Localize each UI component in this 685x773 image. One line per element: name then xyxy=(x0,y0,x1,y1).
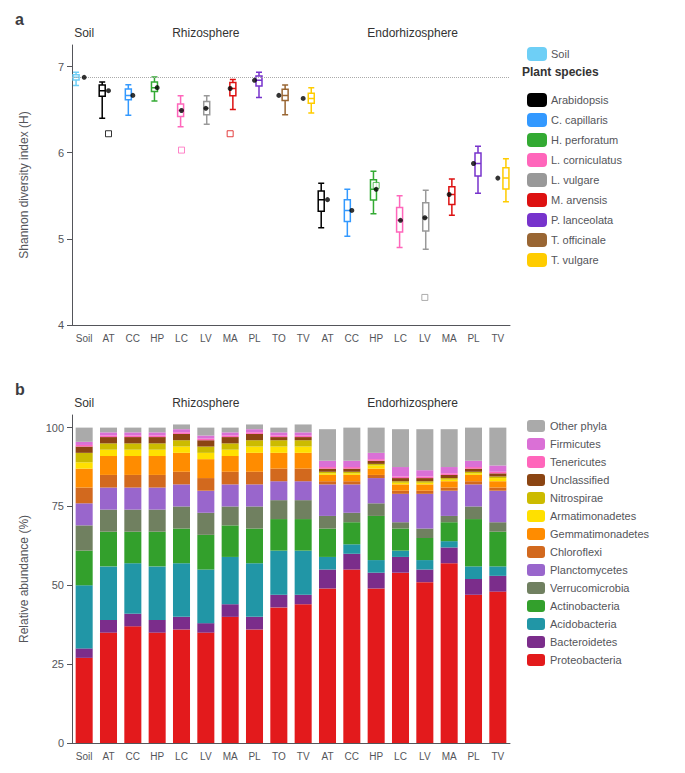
svg-text:L. vulgare: L. vulgare xyxy=(551,174,599,186)
svg-text:CC: CC xyxy=(126,333,140,344)
svg-text:TV: TV xyxy=(491,333,504,344)
svg-text:LC: LC xyxy=(175,333,188,344)
svg-text:HP: HP xyxy=(369,751,383,762)
svg-text:Planctomycetes: Planctomycetes xyxy=(550,564,628,576)
svg-text:TV: TV xyxy=(297,333,310,344)
svg-text:Shannon diversity index (H): Shannon diversity index (H) xyxy=(17,111,31,258)
svg-text:MA: MA xyxy=(223,751,238,762)
svg-text:LC: LC xyxy=(175,751,188,762)
svg-text:TO: TO xyxy=(272,751,286,762)
svg-text:AT: AT xyxy=(321,751,333,762)
svg-text:LV: LV xyxy=(419,333,431,344)
svg-text:Relative abundance (%): Relative abundance (%) xyxy=(17,515,31,643)
svg-text:H. perforatum: H. perforatum xyxy=(551,134,618,146)
svg-text:CC: CC xyxy=(345,333,359,344)
svg-text:Plant species: Plant species xyxy=(522,65,599,79)
svg-text:LV: LV xyxy=(419,751,431,762)
svg-text:AT: AT xyxy=(102,333,114,344)
svg-text:0: 0 xyxy=(58,737,64,749)
svg-text:AT: AT xyxy=(102,751,114,762)
svg-text:LV: LV xyxy=(200,751,212,762)
svg-text:Actinobacteria: Actinobacteria xyxy=(550,600,621,612)
svg-text:MA: MA xyxy=(223,333,238,344)
svg-text:b: b xyxy=(15,381,25,398)
svg-text:HP: HP xyxy=(150,333,164,344)
svg-text:6: 6 xyxy=(58,147,64,159)
svg-text:Soil: Soil xyxy=(74,396,94,410)
svg-text:PL: PL xyxy=(467,751,480,762)
svg-text:PL: PL xyxy=(467,333,480,344)
svg-text:P. lanceolata: P. lanceolata xyxy=(551,214,614,226)
svg-text:7: 7 xyxy=(58,61,64,73)
svg-text:Tenericutes: Tenericutes xyxy=(550,456,607,468)
svg-text:T. vulgare: T. vulgare xyxy=(551,254,599,266)
svg-text:Soil: Soil xyxy=(74,26,94,40)
svg-text:PL: PL xyxy=(248,751,261,762)
svg-text:Chloroflexi: Chloroflexi xyxy=(550,546,602,558)
svg-text:CC: CC xyxy=(126,751,140,762)
svg-text:Armatimonadetes: Armatimonadetes xyxy=(550,510,637,522)
svg-text:TO: TO xyxy=(272,333,286,344)
svg-text:Rhizosphere: Rhizosphere xyxy=(172,396,240,410)
svg-text:Nitrospirae: Nitrospirae xyxy=(550,492,603,504)
svg-text:TV: TV xyxy=(297,751,310,762)
svg-text:a: a xyxy=(15,11,24,28)
svg-text:AT: AT xyxy=(321,333,333,344)
svg-text:4: 4 xyxy=(58,319,64,331)
svg-text:Rhizosphere: Rhizosphere xyxy=(172,26,240,40)
svg-text:LV: LV xyxy=(200,333,212,344)
svg-text:Other phyla: Other phyla xyxy=(550,420,608,432)
svg-text:Endorhizosphere: Endorhizosphere xyxy=(367,396,458,410)
svg-text:M. arvensis: M. arvensis xyxy=(551,194,608,206)
svg-text:C. capillaris: C. capillaris xyxy=(551,114,608,126)
svg-text:HP: HP xyxy=(369,333,383,344)
svg-text:Soil: Soil xyxy=(76,333,93,344)
svg-text:Unclassified: Unclassified xyxy=(550,474,609,486)
svg-text:HP: HP xyxy=(150,751,164,762)
svg-text:Firmicutes: Firmicutes xyxy=(550,438,601,450)
svg-text:Gemmatimonadetes: Gemmatimonadetes xyxy=(550,528,650,540)
svg-text:CC: CC xyxy=(345,751,359,762)
svg-text:Arabidopsis: Arabidopsis xyxy=(551,94,609,106)
svg-text:Soil: Soil xyxy=(76,751,93,762)
svg-text:75: 75 xyxy=(52,500,64,512)
svg-text:Verrucomicrobia: Verrucomicrobia xyxy=(550,582,630,594)
svg-text:MA: MA xyxy=(442,333,457,344)
svg-text:LC: LC xyxy=(394,333,407,344)
svg-text:Soil: Soil xyxy=(551,48,569,60)
svg-text:100: 100 xyxy=(46,422,64,434)
svg-text:Acidobacteria: Acidobacteria xyxy=(550,618,618,630)
svg-text:Proteobacteria: Proteobacteria xyxy=(550,654,622,666)
svg-text:T. officinale: T. officinale xyxy=(551,234,606,246)
svg-text:Bacteroidetes: Bacteroidetes xyxy=(550,636,618,648)
svg-text:PL: PL xyxy=(248,333,261,344)
svg-text:LC: LC xyxy=(394,751,407,762)
svg-text:5: 5 xyxy=(58,233,64,245)
svg-text:MA: MA xyxy=(442,751,457,762)
svg-text:TV: TV xyxy=(491,751,504,762)
svg-text:25: 25 xyxy=(52,658,64,670)
svg-text:L. corniculatus: L. corniculatus xyxy=(551,154,622,166)
svg-text:Endorhizosphere: Endorhizosphere xyxy=(367,26,458,40)
svg-text:50: 50 xyxy=(52,579,64,591)
